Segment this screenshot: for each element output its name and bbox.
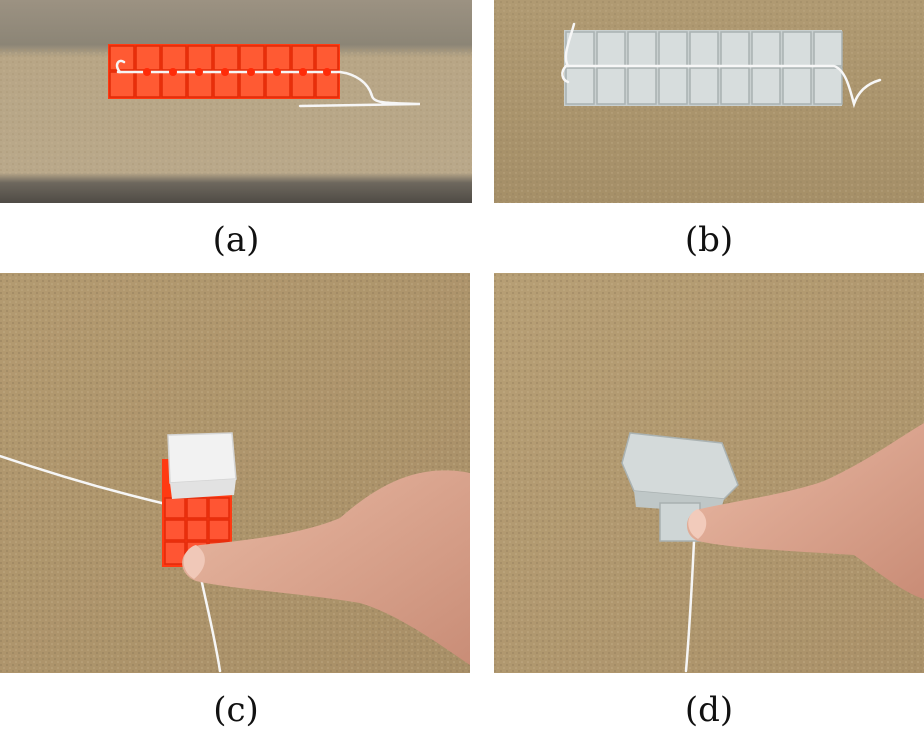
panel-label-a: (a)	[212, 220, 260, 260]
string	[684, 539, 696, 673]
red-folded-cube-finger-photo	[0, 273, 470, 673]
panel-label-c: (c)	[213, 690, 259, 730]
finger	[182, 470, 470, 665]
panel-label-d: (d)	[684, 690, 734, 730]
string	[0, 454, 222, 673]
white-tile-strip	[564, 30, 843, 106]
panel-label-b: (b)	[684, 220, 734, 260]
photo-panel-b	[494, 0, 924, 203]
photo-panel-a	[0, 0, 472, 203]
white-folding-strip-photo	[494, 0, 924, 203]
finger	[686, 423, 924, 599]
string	[115, 59, 421, 108]
string	[561, 22, 882, 109]
photo-panel-d	[494, 273, 924, 673]
white-folded-cube-finger-photo	[494, 273, 924, 673]
red-folding-strip-photo	[0, 0, 472, 203]
photo-panel-c	[0, 273, 470, 673]
